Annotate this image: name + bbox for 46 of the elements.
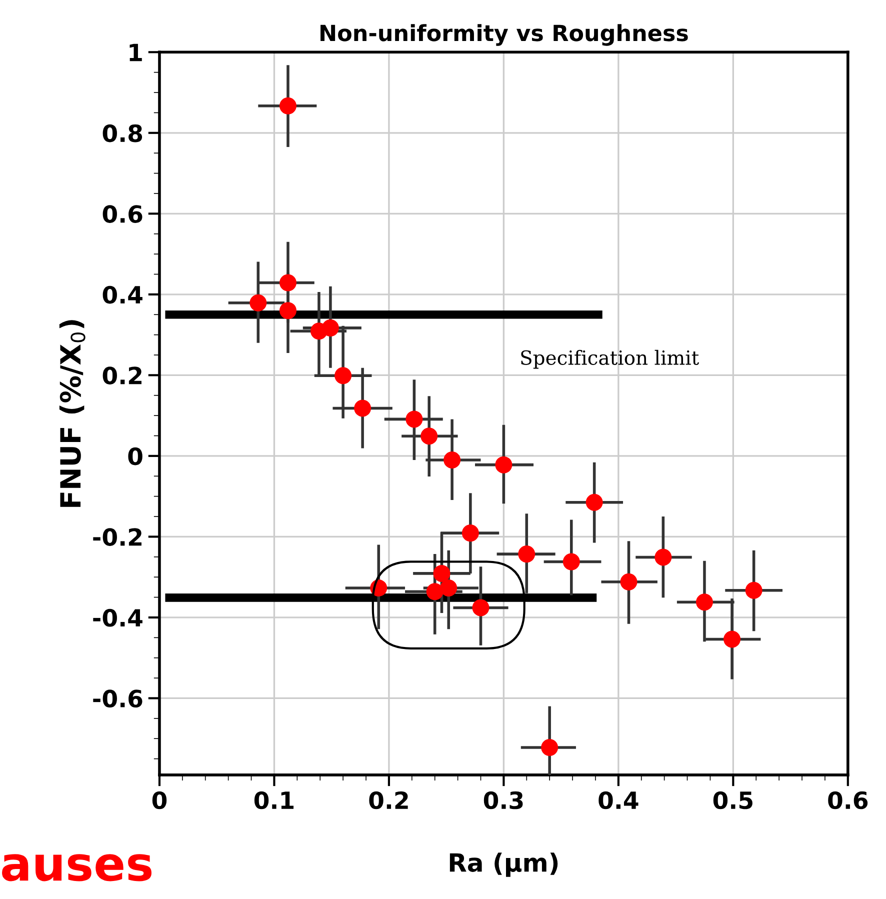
point bbox=[620, 573, 638, 590]
y-axis-title: FNUF (%/X$_{0}$) bbox=[59, 320, 86, 507]
point bbox=[279, 97, 296, 114]
point bbox=[696, 594, 713, 611]
text: auses bbox=[2, 854, 152, 882]
point bbox=[322, 319, 339, 336]
point bbox=[406, 410, 423, 428]
y-tick-label: 1 bbox=[130, 44, 142, 62]
point bbox=[724, 630, 741, 648]
point bbox=[334, 367, 352, 384]
y-tick-label: 0.2 bbox=[102, 366, 142, 384]
point bbox=[354, 400, 372, 417]
point bbox=[426, 583, 444, 600]
point bbox=[541, 738, 558, 756]
y-tick-label: -0.4 bbox=[93, 608, 142, 627]
chart-title: Non-uniformity vs Roughness bbox=[320, 24, 688, 46]
point bbox=[462, 524, 479, 542]
y-tick-label: 0.6 bbox=[102, 205, 142, 223]
y-tick-label: 0 bbox=[128, 447, 142, 466]
x-tick-label: 0.1 bbox=[254, 791, 294, 810]
x-tick-label: 0.4 bbox=[598, 791, 638, 810]
point bbox=[420, 428, 438, 445]
point bbox=[279, 274, 296, 292]
x-tick-label: 0.2 bbox=[369, 791, 408, 810]
point bbox=[433, 564, 450, 582]
y-tick-label: -0.6 bbox=[93, 690, 142, 708]
y-tick-label: 0.8 bbox=[102, 124, 142, 142]
point bbox=[745, 582, 762, 599]
y-tick-label: 0.4 bbox=[102, 286, 142, 304]
point bbox=[518, 546, 536, 563]
y-tick-label: -0.2 bbox=[93, 528, 142, 546]
x-axis-title: Ra (µm) bbox=[450, 852, 558, 877]
point bbox=[586, 494, 603, 511]
point bbox=[250, 294, 267, 312]
point bbox=[472, 599, 490, 616]
point bbox=[444, 451, 461, 468]
point bbox=[495, 456, 512, 474]
x-tick-label: 0.3 bbox=[484, 791, 523, 810]
x-tick-label: 0 bbox=[152, 791, 167, 810]
point bbox=[654, 548, 672, 566]
annotation: Specification limit bbox=[521, 350, 700, 369]
point bbox=[279, 302, 296, 320]
point bbox=[562, 553, 580, 570]
point bbox=[440, 579, 458, 596]
x-tick-label: 0.6 bbox=[828, 791, 868, 810]
x-tick-label: 0.5 bbox=[713, 791, 752, 810]
